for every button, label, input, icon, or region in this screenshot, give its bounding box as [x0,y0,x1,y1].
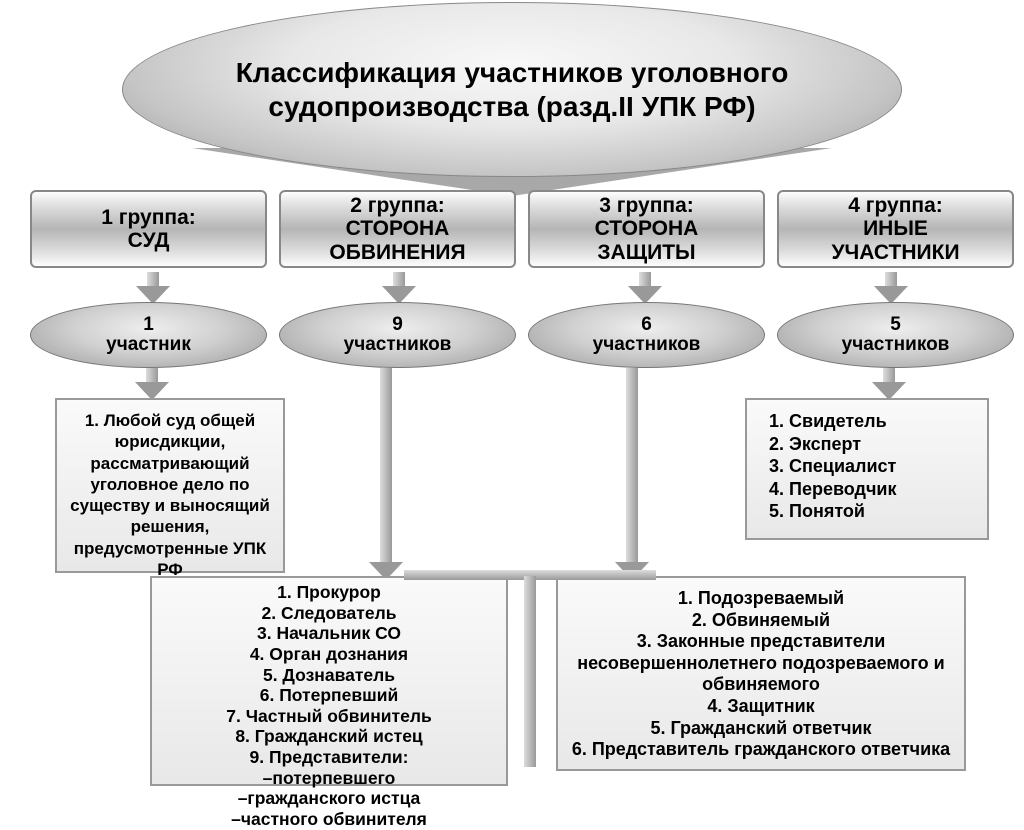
group-4-box: 4 группа: ИНЫЕ УЧАСТНИКИ [777,190,1014,268]
arrow-icon [872,368,906,400]
panel-group-2: 1. Прокурор2. Следователь3. Начальник СО… [150,576,508,786]
panel-group-1: 1. Любой суд общей юрисдикции, рассматри… [55,398,285,573]
arrow-icon [628,272,662,304]
arrow-icon [136,272,170,304]
count-2-num: 9 [392,315,403,335]
arrow-shaft [380,368,392,564]
panel-group-3: 1. Подозреваемый2. Обвиняемый3. Законные… [556,576,966,771]
group-4-line2: ИНЫЕ [863,217,928,240]
group-4-line3: УЧАСТНИКИ [831,241,959,264]
arrows-row-1 [30,272,1014,304]
arrow-icon [382,272,416,304]
connector-vertical [524,576,536,767]
panel-group-4: 1. Свидетель2. Эксперт3. Специалист4. Пе… [745,398,989,540]
group-4-line1: 4 группа: [848,194,943,217]
arrow-icon [135,368,169,400]
count-2-word: участников [344,335,452,355]
count-4-word: участников [842,335,950,355]
group-2-line1: 2 группа: [350,194,445,217]
group-3-line3: ЗАЩИТЫ [597,241,695,264]
count-4-num: 5 [890,315,901,335]
count-1: 1 участник [30,302,267,368]
group-3-line2: СТОРОНА [595,217,699,240]
group-1-box: 1 группа: СУД [30,190,267,268]
group-3-line1: 3 группа: [599,194,694,217]
title-ellipse: Классификация участников уголовного судо… [122,2,902,177]
arrow-icon [874,272,908,304]
group-2-line3: ОБВИНЕНИЯ [329,241,465,264]
count-3-num: 6 [641,315,652,335]
group-1-line2: СУД [128,229,170,252]
count-1-num: 1 [143,315,154,335]
count-3: 6 участников [528,302,765,368]
groups-row: 1 группа: СУД 2 группа: СТОРОНА ОБВИНЕНИ… [30,190,1014,268]
counts-row: 1 участник 9 участников 6 участников 5 у… [30,302,1014,368]
count-4: 5 участников [777,302,1014,368]
count-1-word: участник [106,335,191,355]
group-3-box: 3 группа: СТОРОНА ЗАЩИТЫ [528,190,765,268]
count-3-word: участников [593,335,701,355]
count-2: 9 участников [279,302,516,368]
group-1-line1: 1 группа: [101,206,196,229]
group-2-line2: СТОРОНА [346,217,450,240]
group-2-box: 2 группа: СТОРОНА ОБВИНЕНИЯ [279,190,516,268]
arrow-shaft [626,368,638,564]
